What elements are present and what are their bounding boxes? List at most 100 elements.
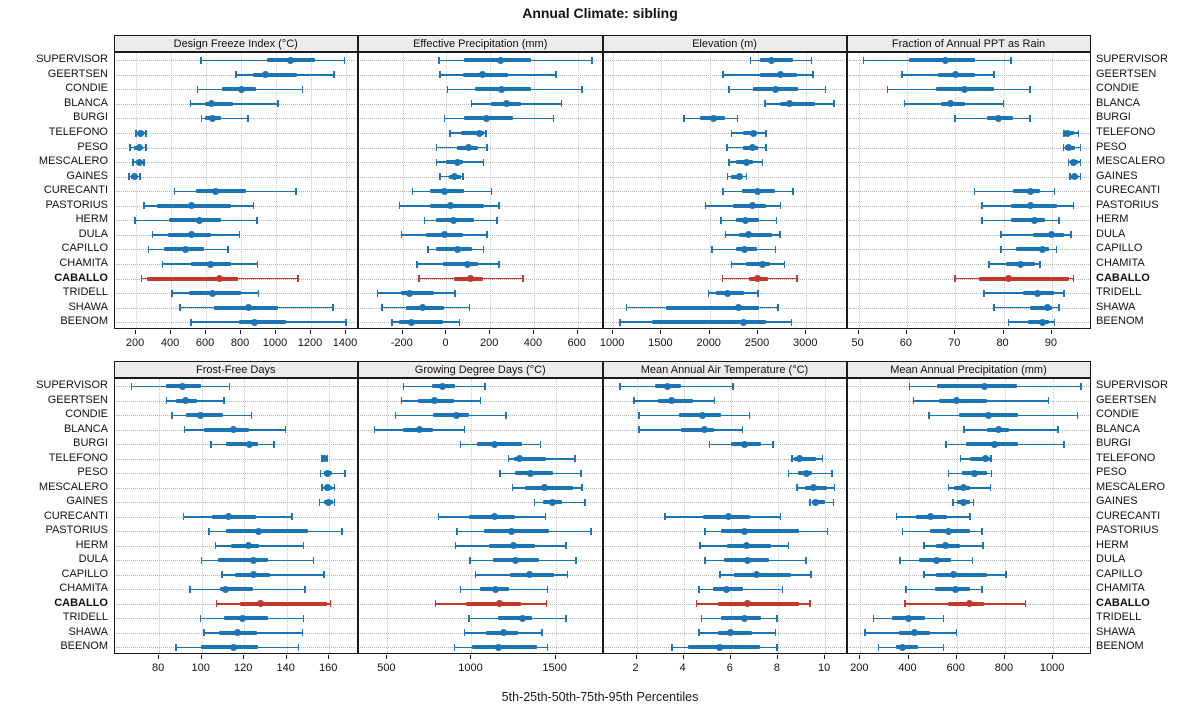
whisker-cap-95th — [247, 114, 249, 122]
median-dot — [187, 231, 195, 239]
whisker-cap-5th — [945, 440, 947, 448]
median-dot — [499, 629, 507, 637]
whisker-cap-5th — [923, 542, 925, 550]
whisker-cap-95th — [1063, 440, 1065, 448]
whisker-cap-5th — [376, 289, 379, 297]
panel-plot-area — [846, 378, 1091, 654]
whisker-cap-95th — [1063, 289, 1065, 297]
median-dot — [179, 382, 187, 390]
station-label-right: HERM — [1096, 538, 1129, 551]
whisker-cap-5th — [381, 304, 383, 312]
axis-tick — [489, 329, 491, 334]
whisker-cap-95th — [1072, 275, 1075, 283]
whisker-cap-5th — [988, 260, 990, 268]
median-dot — [464, 144, 472, 152]
whisker-cap-95th — [250, 411, 253, 419]
box-25th-75th — [721, 529, 800, 534]
axis-tick — [660, 329, 662, 334]
whisker-cap-5th — [983, 289, 985, 297]
box-25th-75th — [513, 456, 546, 461]
whisker-cap-95th — [774, 245, 777, 253]
whisker-cap-95th — [955, 629, 958, 637]
box-25th-75th — [746, 262, 770, 266]
whisker-cap-95th — [1029, 85, 1031, 93]
gridline — [956, 379, 958, 653]
whisker-cap-95th — [498, 202, 500, 210]
gridline — [709, 53, 711, 328]
median-dot — [741, 614, 749, 622]
whisker-cap-95th — [736, 114, 739, 122]
station-label-left: CAPILLO — [61, 242, 108, 255]
axis-tick-label: 500 — [377, 662, 396, 674]
row-guideline — [360, 487, 601, 489]
median-dot — [1026, 187, 1034, 195]
gridline — [613, 53, 615, 328]
gridline — [636, 379, 638, 653]
station-label-right: GAINES — [1096, 169, 1138, 182]
panel-plot-area — [358, 52, 603, 329]
median-dot — [526, 571, 534, 579]
whisker-cap-95th — [748, 411, 751, 419]
whisker-cap-5th — [904, 600, 906, 608]
box-25th-75th — [525, 485, 573, 490]
whisker-cap-95th — [544, 513, 547, 521]
whisker-cap-5th — [196, 85, 199, 93]
box-25th-75th — [1030, 305, 1052, 310]
whisker-cap-5th — [928, 411, 930, 419]
axis-tick — [576, 329, 578, 334]
box-25th-75th — [203, 427, 250, 432]
whisker-cap-5th — [456, 527, 458, 535]
station-label-right: HERM — [1096, 213, 1129, 226]
whisker-cap-95th — [590, 527, 592, 535]
whisker-cap-95th — [1079, 158, 1082, 166]
whisker-cap-5th — [459, 585, 462, 593]
median-dot — [1033, 289, 1041, 297]
whisker-cap-95th — [143, 158, 145, 166]
whisker-cap-5th — [908, 382, 911, 390]
whisker-cap-5th — [437, 513, 440, 521]
station-label-left: GEERTSEN — [47, 67, 108, 80]
median-dot — [507, 527, 515, 535]
station-label-right: BURGI — [1096, 437, 1131, 450]
gridline — [1003, 53, 1005, 328]
whisker-cap-5th — [411, 187, 414, 195]
box-25th-75th — [1032, 232, 1064, 237]
whisker-cap-95th — [1029, 114, 1031, 122]
whisker-cap-95th — [1053, 318, 1056, 326]
whisker-cap-95th — [304, 585, 306, 593]
whisker-cap-95th — [333, 71, 335, 79]
gridline — [329, 379, 331, 653]
axis-tick-label: 6 — [726, 662, 733, 674]
median-dot — [238, 614, 246, 622]
whisker-cap-5th — [418, 275, 420, 283]
median-dot — [453, 158, 461, 166]
median-dot — [475, 129, 483, 137]
whisker-cap-5th — [704, 527, 706, 535]
whisker-cap-5th — [190, 318, 192, 326]
station-label-left: SUPERVISOR — [36, 379, 108, 392]
median-dot — [548, 498, 556, 506]
box-25th-75th — [226, 529, 308, 534]
whisker-cap-95th — [333, 498, 336, 506]
median-dot — [510, 542, 518, 550]
whisker-cap-95th — [779, 513, 782, 521]
median-dot — [960, 498, 968, 506]
whisker-cap-5th — [128, 173, 130, 181]
axis-tick-label: 160 — [319, 662, 338, 674]
box-25th-75th — [146, 276, 239, 281]
whisker-cap-5th — [903, 100, 906, 108]
axis-tick — [135, 329, 137, 334]
station-label-left: HERM — [75, 538, 108, 551]
row-guideline — [848, 647, 1089, 649]
whisker-cap-95th — [772, 440, 774, 448]
row-guideline — [115, 249, 356, 251]
whisker-cap-5th — [1063, 129, 1065, 137]
station-label-left: DULA — [78, 227, 108, 240]
whisker-cap-5th — [619, 382, 621, 390]
station-label-left: PASTORIUS — [45, 524, 108, 537]
panel-plot-area — [602, 52, 847, 329]
whisker-cap-95th — [468, 304, 471, 312]
whisker-5th-95th — [190, 103, 278, 105]
axis-tick-label: 2500 — [744, 337, 770, 349]
